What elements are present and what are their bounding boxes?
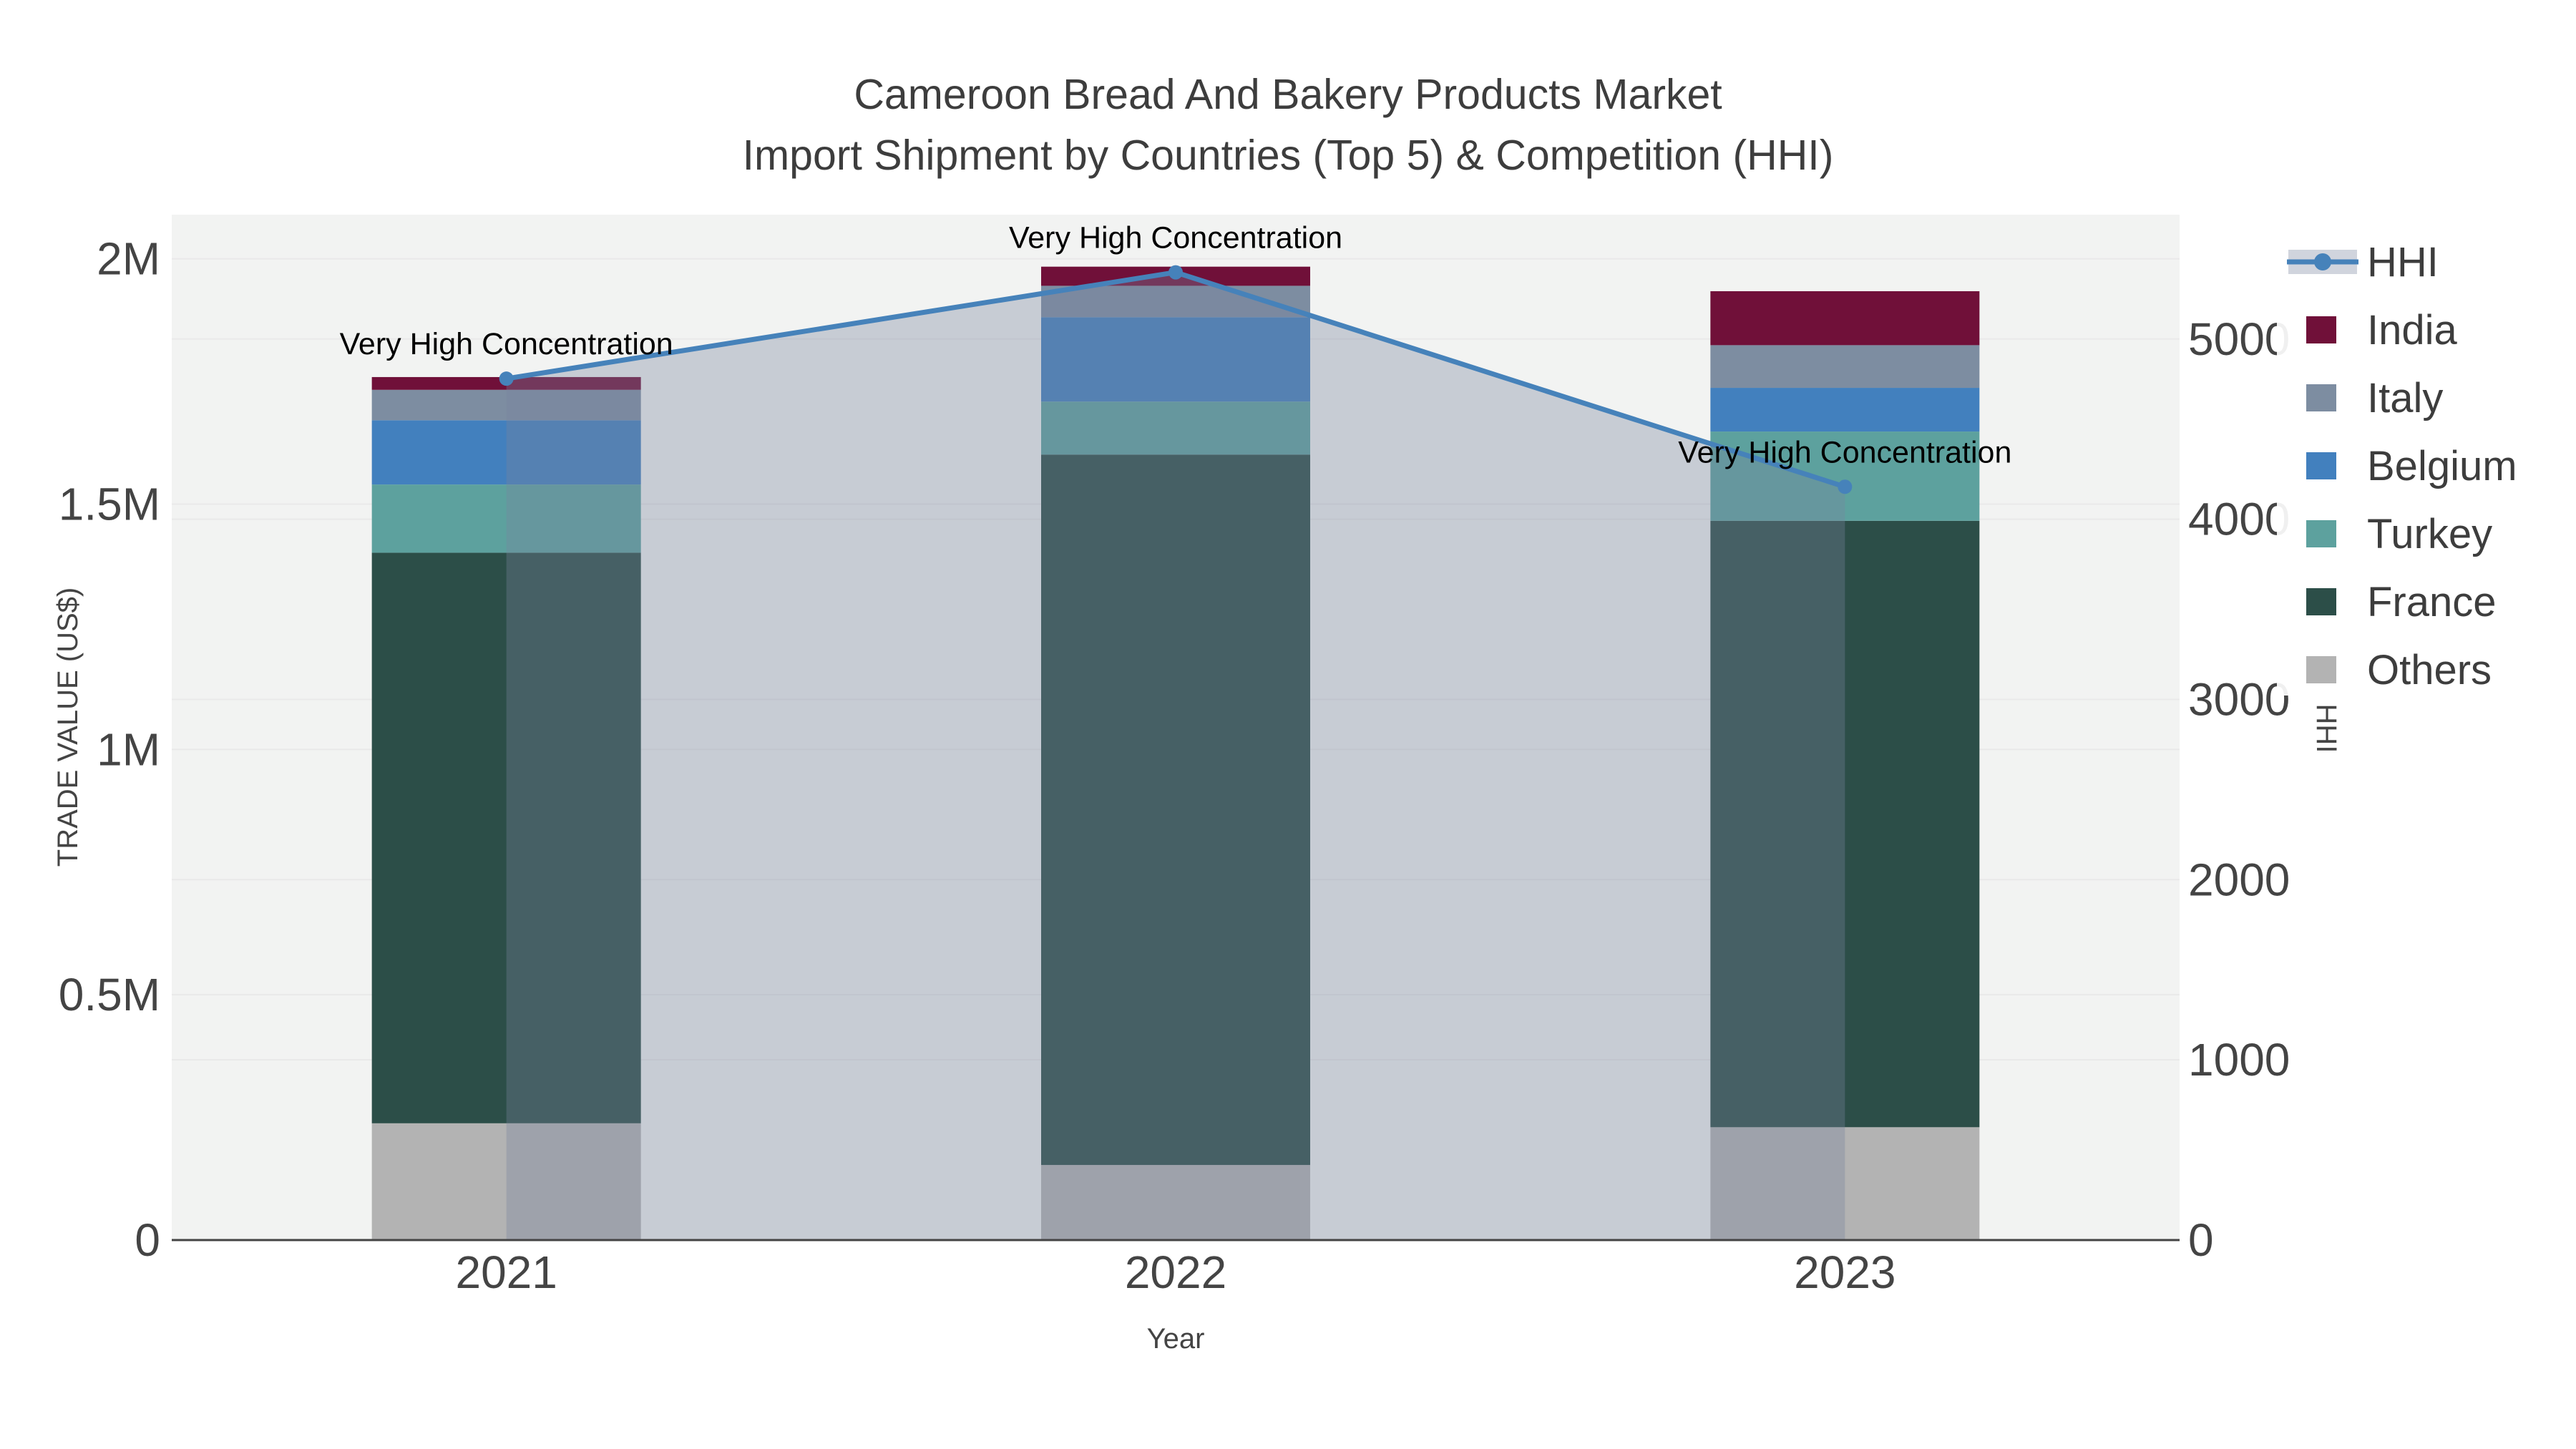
hhi-line [499, 265, 1853, 494]
annotation-2022: Very High Concentration [1009, 221, 1342, 255]
right-tick-2000: 2000 [2188, 854, 2290, 905]
bar-segment-italy-2023[interactable] [1710, 345, 1980, 389]
x-tick-2023: 2023 [1794, 1246, 1896, 1298]
bar-segment-turkey-2022[interactable] [1041, 401, 1310, 455]
legend-label-others: Others [2367, 647, 2492, 693]
legend-item-france[interactable]: France [2306, 579, 2497, 625]
left-tick-1.5M: 1.5M [59, 479, 160, 530]
legend-item-turkey[interactable]: Turkey [2306, 511, 2492, 557]
bar-segment-italy-2021[interactable] [371, 389, 641, 421]
x-axis-title: Year [1147, 1323, 1205, 1355]
right-tick-5000: 5000 [2188, 313, 2290, 365]
chart-subtitle: Import Shipment by Countries (Top 5) & C… [743, 132, 1834, 179]
hhi-area-fill [506, 272, 1845, 1240]
legend-item-others[interactable]: Others [2306, 647, 2492, 693]
legend-label-india: India [2367, 307, 2458, 353]
legend-swatch-france [2306, 588, 2336, 615]
bar-segment-turkey-2023[interactable] [1710, 431, 1980, 521]
legend-item-hhi[interactable]: HHI [2287, 239, 2439, 286]
chart-title: Cameroon Bread And Bakery Products Marke… [854, 71, 1722, 118]
bar-segment-others-2022[interactable] [1041, 1165, 1310, 1240]
legend-item-italy[interactable]: Italy [2306, 375, 2443, 421]
x-axis-ticks: 2021 2022 2023 [455, 1246, 1896, 1298]
left-axis-title: TRADE VALUE (US$) [52, 587, 84, 867]
x-tick-2021: 2021 [455, 1246, 557, 1298]
legend: HHI India Italy Belgium Turkey France Others [2277, 233, 2543, 696]
legend-label-hhi: HHI [2367, 239, 2439, 286]
right-axis-ticks: 0 1000 2000 3000 4000 5000 [2188, 313, 2290, 1266]
bar-segment-france-2023[interactable] [1710, 520, 1980, 1128]
x-tick-2022: 2022 [1125, 1246, 1226, 1298]
right-tick-0: 0 [2188, 1214, 2214, 1266]
hhi-area-polygon [506, 272, 1845, 1240]
legend-item-belgium[interactable]: Belgium [2306, 443, 2517, 489]
legend-hhi-marker-icon [2314, 253, 2331, 270]
hhi-marker-2023[interactable] [1838, 479, 1853, 494]
left-tick-0.5M: 0.5M [59, 969, 160, 1020]
bar-segment-belgium-2023[interactable] [1710, 388, 1980, 432]
legend-swatch-italy [2306, 384, 2336, 411]
right-tick-4000: 4000 [2188, 494, 2290, 545]
hhi-marker-2022[interactable] [1169, 265, 1183, 280]
bar-segment-others-2021[interactable] [371, 1123, 641, 1240]
legend-swatch-india [2306, 316, 2336, 343]
annotation-2021: Very High Concentration [340, 327, 673, 361]
bar-segment-others-2023[interactable] [1710, 1127, 1980, 1240]
bar-segment-belgium-2021[interactable] [371, 420, 641, 485]
right-tick-3000: 3000 [2188, 673, 2290, 725]
legend-label-belgium: Belgium [2367, 443, 2517, 489]
legend-swatch-belgium [2306, 452, 2336, 479]
bar-segment-turkey-2021[interactable] [371, 484, 641, 553]
legend-item-india[interactable]: India [2306, 307, 2458, 353]
bar-stacks [371, 266, 1980, 1240]
annotation-2023: Very High Concentration [1678, 435, 2011, 469]
legend-swatch-turkey [2306, 520, 2336, 547]
left-axis-ticks: 0 0.5M 1M 1.5M 2M [59, 233, 160, 1266]
hhi-marker-2021[interactable] [499, 371, 514, 386]
bar-segment-france-2021[interactable] [371, 552, 641, 1123]
left-tick-2M: 2M [97, 233, 160, 285]
legend-swatch-others [2306, 656, 2336, 683]
bar-segment-india-2023[interactable] [1710, 291, 1980, 346]
legend-label-france: France [2367, 579, 2497, 625]
legend-label-turkey: Turkey [2367, 511, 2492, 557]
right-axis-title: HHI [2311, 704, 2342, 753]
legend-label-italy: Italy [2367, 375, 2443, 421]
bar-segment-belgium-2022[interactable] [1041, 317, 1310, 402]
annotations: Very High Concentration Very High Concent… [340, 221, 2012, 470]
right-tick-1000: 1000 [2188, 1034, 2290, 1085]
bar-segment-france-2022[interactable] [1041, 454, 1310, 1166]
left-tick-0: 0 [135, 1214, 160, 1266]
left-tick-1M: 1M [97, 723, 160, 775]
